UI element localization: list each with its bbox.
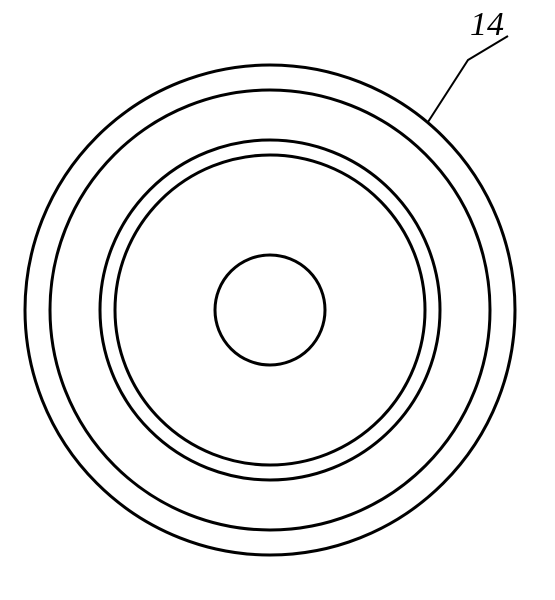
circle-group xyxy=(25,65,515,555)
circle-mid-1 xyxy=(100,140,440,480)
circle-mid-2 xyxy=(115,155,425,465)
callout-leader-line xyxy=(428,36,508,122)
callout-label-14: 14 xyxy=(470,8,504,42)
circle-center xyxy=(215,255,325,365)
concentric-circles-figure xyxy=(0,0,555,600)
diagram-stage: 14 xyxy=(0,0,555,600)
